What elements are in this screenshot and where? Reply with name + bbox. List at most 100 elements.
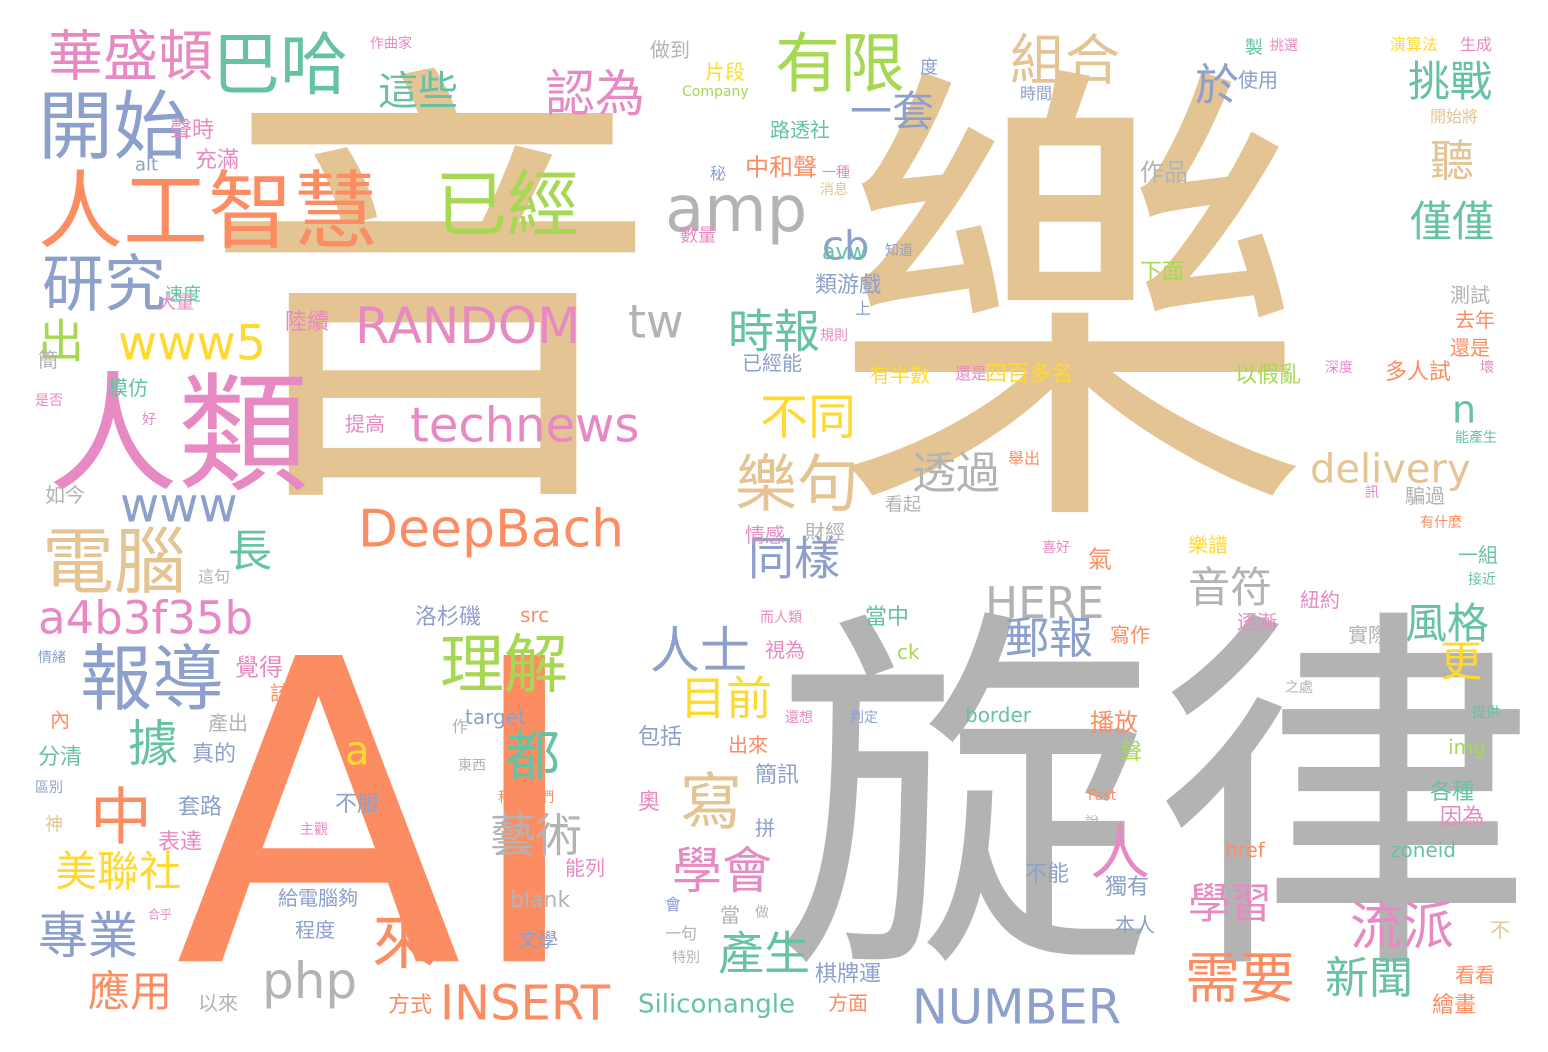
- word: 產生: [718, 927, 810, 981]
- word: INSERT: [440, 975, 611, 1031]
- word: 紐約: [1300, 588, 1340, 612]
- word: 情緒: [38, 650, 66, 666]
- word: 數量: [680, 225, 716, 246]
- word: Fast: [1088, 788, 1117, 804]
- word: 提供: [1472, 705, 1500, 721]
- word: php: [262, 952, 357, 1010]
- word: 這句: [198, 567, 230, 586]
- word: RANDOM: [355, 297, 580, 355]
- word: 長: [228, 526, 272, 577]
- word: 僅僅: [1410, 197, 1494, 246]
- word: 表達: [158, 830, 202, 855]
- word: 速度: [165, 284, 201, 305]
- word: 奧: [638, 790, 660, 815]
- word: 產出: [208, 711, 248, 735]
- word: 類游戲: [815, 273, 881, 298]
- word: 上: [855, 299, 871, 318]
- word: 深度: [1325, 360, 1353, 376]
- word: 程度: [295, 918, 335, 942]
- word: 播放: [1090, 709, 1138, 737]
- word: 人: [1090, 819, 1150, 889]
- word: 做: [755, 905, 769, 921]
- word: 挑戰: [1408, 57, 1492, 106]
- word: 知道: [885, 242, 913, 259]
- word: 不能: [1025, 862, 1069, 887]
- word: 出: [38, 315, 84, 369]
- word: 開始: [38, 83, 188, 171]
- word: 寫: [680, 765, 742, 838]
- word: 以假亂: [1235, 363, 1301, 388]
- word: 已經能: [742, 351, 802, 375]
- word: 出來: [728, 733, 768, 757]
- word: 已經: [435, 163, 579, 247]
- words-layer: 音樂 AI 旋律 人類 人工智慧開始巴哈華盛頓研究電腦報導a4b3f35b www www5…: [35, 24, 1535, 1052]
- word: a4b3f35b: [38, 592, 253, 645]
- word: 專業: [38, 907, 138, 965]
- word: 有限: [775, 27, 905, 102]
- word: cb: [822, 223, 869, 269]
- word: 去年: [1455, 308, 1495, 332]
- word: 特別: [672, 950, 700, 966]
- word: 逐漸: [1237, 610, 1277, 634]
- word: 之處: [1285, 680, 1313, 696]
- word: 神: [45, 814, 63, 835]
- word: 美聯社: [55, 847, 181, 896]
- word: www: [120, 477, 238, 533]
- word: 片段: [705, 60, 745, 84]
- word: 郵報: [1005, 613, 1093, 664]
- word: 財經: [805, 520, 845, 544]
- word: 音: [200, 32, 660, 567]
- word: 據: [128, 715, 178, 773]
- word: 當中: [865, 605, 909, 630]
- word: 還是: [955, 364, 987, 383]
- word: 壞: [1480, 360, 1494, 376]
- word: 使用: [1238, 68, 1278, 92]
- word: 音符: [1188, 563, 1272, 612]
- word: 內: [50, 708, 70, 732]
- word: 一套: [850, 87, 934, 136]
- word: DeepBach: [358, 500, 624, 560]
- word: 流派: [1350, 898, 1454, 958]
- word: www5: [118, 315, 266, 371]
- word: 棋牌運: [815, 962, 881, 987]
- word: 這些: [378, 68, 458, 114]
- word: delivery: [1310, 446, 1471, 492]
- word: 充滿: [195, 148, 239, 173]
- word: 給電腦夠: [278, 886, 358, 910]
- word: 情感: [745, 523, 785, 547]
- word: 下面: [1140, 260, 1184, 285]
- word: 而人類: [760, 610, 802, 626]
- word: img: [1448, 735, 1486, 759]
- word: 作品: [1140, 159, 1188, 187]
- word: 本人: [1115, 913, 1155, 937]
- word: 大量: [158, 292, 194, 313]
- word: 做到: [650, 38, 690, 62]
- word: blank: [510, 888, 571, 913]
- word: 挑選: [1270, 38, 1298, 54]
- word: 套路: [178, 795, 222, 820]
- word: AI: [175, 572, 586, 1052]
- word: 透過: [912, 448, 1000, 499]
- word: Company: [682, 84, 749, 100]
- word: 演算法: [1390, 35, 1438, 54]
- word: 測試: [1450, 283, 1490, 307]
- word: 時間: [1020, 84, 1052, 103]
- word: 實際: [1348, 623, 1388, 647]
- word: 還是: [1450, 336, 1490, 360]
- word: zoneid: [1390, 838, 1456, 862]
- word: 聽: [1430, 136, 1474, 187]
- word: 樂譜: [1188, 533, 1228, 557]
- word: 東西: [458, 758, 486, 774]
- word: border: [965, 703, 1032, 727]
- word: 生成: [1460, 35, 1492, 54]
- word: 不同: [760, 389, 856, 445]
- word: 一組: [1458, 543, 1498, 567]
- word: 開始將: [1430, 107, 1478, 126]
- word: 接近: [1468, 571, 1496, 588]
- word: 同樣: [748, 532, 840, 586]
- word: 一種: [822, 165, 850, 181]
- word: 報導: [80, 637, 224, 721]
- word: target: [465, 705, 526, 729]
